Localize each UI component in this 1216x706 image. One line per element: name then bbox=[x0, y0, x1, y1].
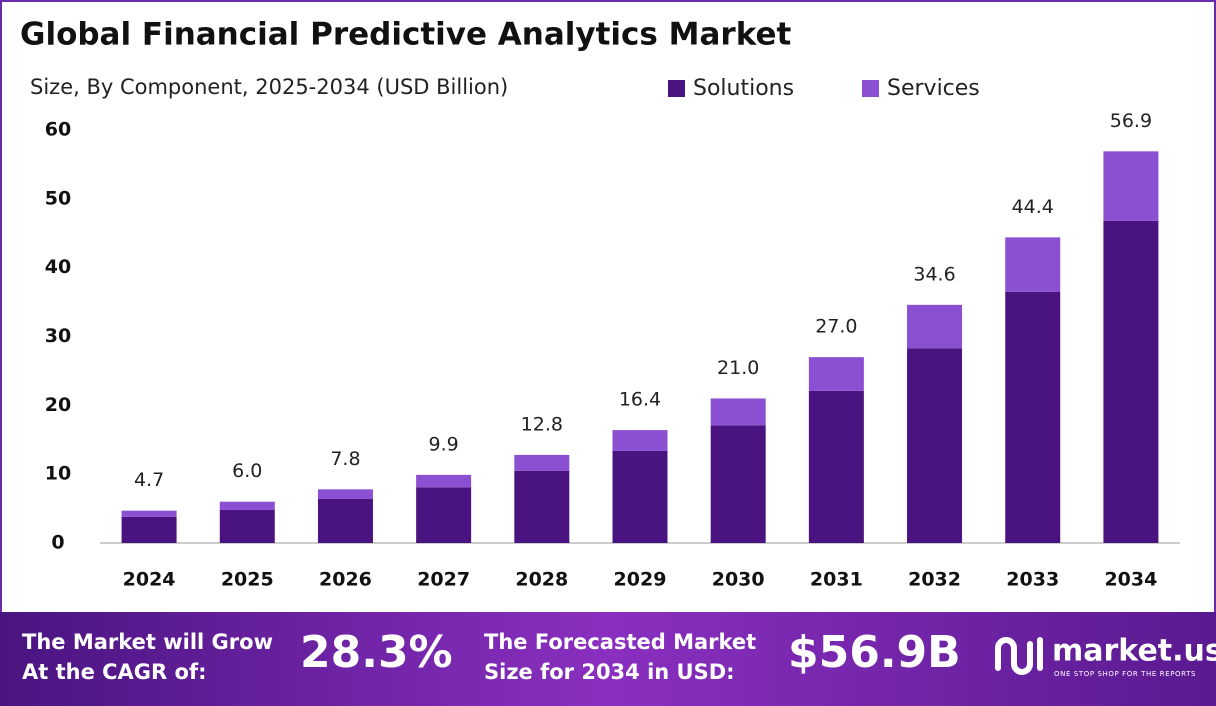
bar-segment bbox=[317, 498, 373, 543]
x-tick-label: 2030 bbox=[712, 569, 765, 591]
footer-text: At the CAGR of: bbox=[22, 660, 207, 684]
footer-text: The Market will Grow bbox=[22, 630, 273, 654]
bar-segment bbox=[1005, 237, 1061, 292]
total-label: 4.7 bbox=[134, 469, 164, 491]
footer-text: Size for 2034 in USD: bbox=[484, 660, 735, 684]
legend-label: Solutions bbox=[693, 76, 794, 101]
forecast-value: $56.9B bbox=[788, 627, 961, 678]
bar-segment bbox=[710, 398, 766, 426]
bar-segment bbox=[907, 304, 963, 349]
footer-banner bbox=[0, 612, 1216, 706]
total-label: 6.0 bbox=[232, 460, 262, 482]
bar-segment bbox=[416, 487, 472, 543]
bar-segment bbox=[1103, 220, 1159, 544]
y-tick-label: 10 bbox=[45, 463, 71, 485]
total-label: 21.0 bbox=[717, 357, 759, 379]
bar-segment bbox=[317, 489, 373, 499]
x-tick-label: 2032 bbox=[908, 569, 961, 591]
bar-segment bbox=[514, 454, 570, 471]
legend-label: Services bbox=[887, 76, 980, 101]
logo-tagline: ONE STOP SHOP FOR THE REPORTS bbox=[1054, 670, 1196, 678]
bar-segment bbox=[612, 450, 668, 543]
y-tick-label: 0 bbox=[51, 532, 64, 554]
legend-swatch bbox=[862, 80, 879, 97]
x-tick-label: 2031 bbox=[810, 569, 863, 591]
total-label: 7.8 bbox=[330, 448, 360, 470]
bar-segment bbox=[1005, 291, 1061, 543]
x-tick-label: 2025 bbox=[221, 569, 274, 591]
x-tick-label: 2034 bbox=[1104, 569, 1157, 591]
bar-segment bbox=[416, 474, 472, 488]
total-label: 27.0 bbox=[815, 316, 857, 338]
legend-swatch bbox=[668, 80, 685, 97]
logo-icon bbox=[995, 637, 1043, 675]
bar-segment bbox=[219, 509, 275, 543]
total-label: 12.8 bbox=[521, 413, 563, 435]
x-tick-label: 2026 bbox=[319, 569, 372, 591]
x-tick-label: 2024 bbox=[123, 569, 176, 591]
y-tick-label: 60 bbox=[45, 119, 71, 141]
x-tick-label: 2029 bbox=[614, 569, 667, 591]
bar-segment bbox=[808, 357, 864, 391]
footer-text: The Forecasted Market bbox=[484, 630, 756, 654]
bar-segment bbox=[219, 501, 275, 510]
y-tick-label: 50 bbox=[45, 187, 71, 209]
total-label: 16.4 bbox=[619, 389, 661, 411]
bar-segment bbox=[1103, 151, 1159, 221]
x-tick-label: 2027 bbox=[417, 569, 470, 591]
bar-segment bbox=[121, 510, 177, 517]
x-tick-label: 2033 bbox=[1006, 569, 1059, 591]
total-label: 56.9 bbox=[1110, 110, 1152, 132]
x-tick-label: 2028 bbox=[515, 569, 568, 591]
logo-text: market.us bbox=[1052, 634, 1216, 669]
cagr-value: 28.3% bbox=[300, 627, 453, 678]
bar-segment bbox=[121, 516, 177, 543]
bar-segment bbox=[514, 470, 570, 543]
chart-title: Global Financial Predictive Analytics Ma… bbox=[20, 17, 792, 53]
bar-segment bbox=[710, 425, 766, 543]
chart-subtitle: Size, By Component, 2025-2034 (USD Billi… bbox=[30, 75, 508, 99]
total-label: 34.6 bbox=[913, 263, 955, 285]
bar-segment bbox=[907, 348, 963, 543]
y-tick-label: 30 bbox=[45, 325, 71, 347]
y-tick-label: 20 bbox=[45, 394, 71, 416]
total-label: 44.4 bbox=[1012, 196, 1054, 218]
bar-segment bbox=[612, 430, 668, 451]
total-label: 9.9 bbox=[429, 433, 459, 455]
bar-segment bbox=[808, 390, 864, 543]
y-tick-label: 40 bbox=[45, 256, 71, 278]
